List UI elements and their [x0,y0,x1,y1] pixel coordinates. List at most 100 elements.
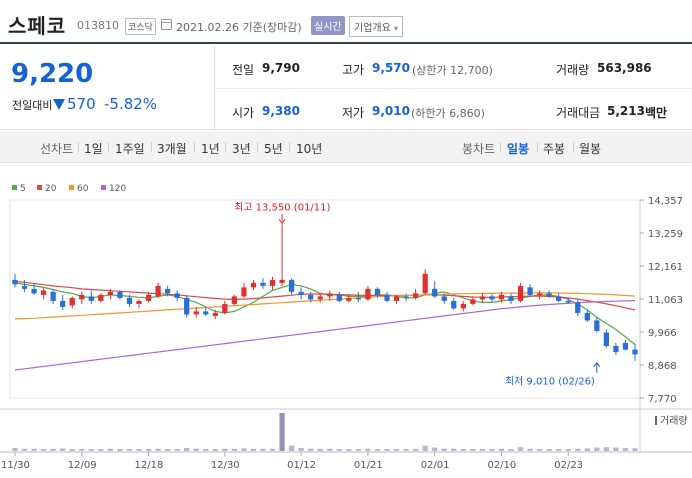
volume-bar [327,448,333,451]
y-tick-label: 11,063 [648,295,683,306]
tab-weekly[interactable]: 주봉 [543,142,566,156]
candle-body [556,296,562,301]
candle-body [69,297,75,306]
tab-1w[interactable]: 1주일 [115,142,145,156]
candle-body [193,311,199,315]
volume-bar [336,449,342,451]
divider [214,88,692,89]
volume-bar [241,448,247,451]
candle-body [346,297,352,301]
candle-body [40,290,47,295]
legend-swatch [101,185,106,190]
low-value: 9,010 [372,104,410,118]
candle-body [241,287,247,297]
current-price: 9,220 [11,59,94,89]
max-arrow-head [278,218,286,225]
legend-label: 120 [109,184,127,194]
candle-body [184,297,190,315]
line-chart-label: 선차트 [40,142,74,156]
candle-body [107,291,114,295]
x-tick-label: 02/10 [487,460,516,471]
divider [537,142,538,152]
candle-body [479,296,486,300]
open-label: 시가 [232,106,255,120]
candle-body [164,288,171,294]
ma20-line [14,280,636,311]
volume-bar [69,449,75,451]
volume-bar [88,449,94,451]
volume-bar [60,448,66,451]
tab-1d[interactable]: 1일 [84,142,103,156]
chevron-down-icon: ▾ [394,24,399,33]
divider [194,142,195,152]
candle-body [288,279,295,292]
tab-monthly[interactable]: 월봉 [579,142,602,156]
x-tick-label: 02/23 [554,460,583,471]
volume-bar [164,449,171,451]
ma120-legend: 120 [101,184,126,194]
volume-bar [374,449,381,451]
price-change-pct: -5.82% [104,95,158,113]
candle-body [50,291,56,301]
candle-body [79,294,85,300]
volume-bar [508,449,514,451]
y-tick-label: 7,770 [648,394,677,405]
volume-bar [155,448,161,451]
candle-body [336,294,342,301]
volume-bar [298,447,304,451]
volume-label: 거래량 [556,63,590,77]
volume-value: 563,986 [597,61,652,75]
candle-body [365,288,371,300]
volume-bar [250,448,257,451]
candle-body [174,293,180,298]
low-label: 저가 [342,106,365,120]
realtime-button[interactable]: 실시간 [311,16,345,35]
volume-bar [489,449,495,451]
upper-limit: (상한가 12,700) [412,64,493,77]
volume-bar [98,449,104,451]
volume-bar [40,449,47,451]
volume-bar [308,448,314,451]
volume-bar [193,448,199,451]
volume-bar [536,449,543,451]
divider [108,142,109,152]
candle-body [451,300,457,309]
legend-label: 20 [45,184,57,194]
y-tick-label: 14,357 [648,196,683,207]
candle-chart-label: 봉차트 [462,142,496,156]
corp-info-dropdown[interactable]: 기업개요 ▾ [349,16,404,37]
candle-body [565,300,571,303]
candle-body [12,279,18,285]
volume-bar [355,449,362,451]
price-date: 2021.02.26 기준(장마감) [176,21,302,34]
volume-bar [575,448,581,451]
tab-1y[interactable]: 1년 [201,142,220,156]
candle-body [594,320,600,331]
tab-daily[interactable]: 일봉 [507,142,530,156]
volume-bar [393,449,400,451]
candle-body [260,282,266,286]
volume-bar [556,449,562,451]
x-tick-label: 12/30 [211,460,240,471]
candle-body [603,332,610,346]
candle-body [393,296,400,301]
candle-body [508,296,514,301]
candle-body [31,288,37,294]
tab-5y[interactable]: 5년 [264,142,283,156]
tab-3m[interactable]: 3개월 [157,142,187,156]
down-arrow-icon [53,99,65,110]
candle-body [403,296,409,298]
tab-10y[interactable]: 10년 [296,142,323,156]
amount-unit: 백만 [645,106,668,120]
candle-body [279,279,285,283]
candle-body [546,293,552,297]
legend-swatch [69,185,74,190]
x-tick-label: 01/21 [354,460,383,471]
volume-bar [517,447,524,451]
tab-3y[interactable]: 3년 [232,142,251,156]
volume-bar [117,449,123,451]
volume-bar [50,448,56,451]
amount-value: 5,213 [607,104,645,118]
candle-body [145,294,152,301]
